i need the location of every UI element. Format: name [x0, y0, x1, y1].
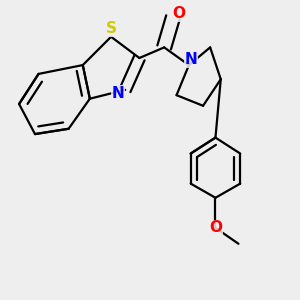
Text: N: N: [112, 86, 124, 101]
Text: S: S: [106, 22, 117, 37]
Text: O: O: [209, 220, 222, 235]
Text: N: N: [184, 52, 197, 67]
Text: O: O: [172, 6, 185, 21]
